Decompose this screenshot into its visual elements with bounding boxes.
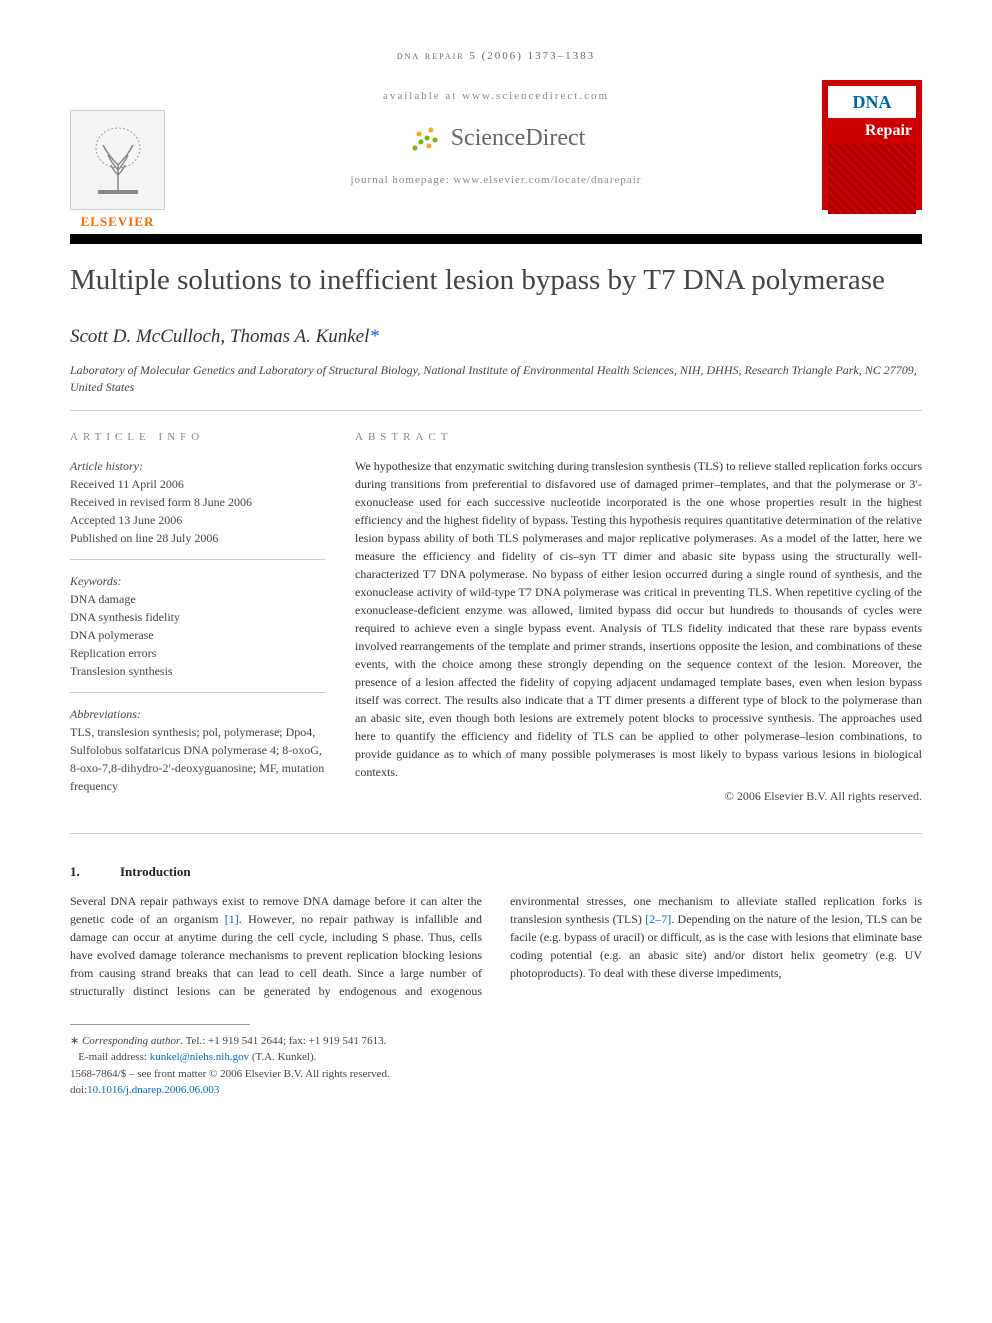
article-info-heading: article info xyxy=(70,431,325,443)
history-item: Received in revised form 8 June 2006 xyxy=(70,493,325,511)
keyword: Translesion synthesis xyxy=(70,662,325,680)
section-number: 1. xyxy=(70,864,120,880)
body-text: Several DNA repair pathways exist to rem… xyxy=(70,892,922,1000)
email-label: E-mail address: xyxy=(78,1051,149,1063)
abstract-column: abstract We hypothesize that enzymatic s… xyxy=(355,431,922,819)
authors-names: Scott D. McCulloch, Thomas A. Kunkel xyxy=(70,326,369,347)
introduction-section: 1.Introduction Several DNA repair pathwa… xyxy=(70,864,922,1000)
corr-author-contact: . Tel.: +1 919 541 2644; fax: +1 919 541… xyxy=(180,1035,386,1047)
cover-title: DNA xyxy=(828,86,916,118)
authors: Scott D. McCulloch, Thomas A. Kunkel* xyxy=(70,326,922,348)
sciencedirect-text: ScienceDirect xyxy=(451,125,586,152)
keyword: DNA polymerase xyxy=(70,626,325,644)
affiliation: Laboratory of Molecular Genetics and Lab… xyxy=(70,362,922,396)
doi-link[interactable]: 10.1016/j.dnarep.2006.06.003 xyxy=(87,1084,219,1096)
keyword: Replication errors xyxy=(70,644,325,662)
doi-line: doi:10.1016/j.dnarep.2006.06.003 xyxy=(70,1082,922,1099)
citation-link[interactable]: [1] xyxy=(225,912,239,926)
section-title: Introduction xyxy=(120,864,191,879)
title-divider xyxy=(70,234,922,244)
history-item: Accepted 13 June 2006 xyxy=(70,511,325,529)
citation-link[interactable]: [2–7] xyxy=(645,912,671,926)
history-label: Article history: xyxy=(70,457,325,475)
footnotes: ∗ Corresponding author. Tel.: +1 919 541… xyxy=(70,1033,922,1099)
abbreviations-label: Abbreviations: xyxy=(70,705,325,723)
history-item: Received 11 April 2006 xyxy=(70,475,325,493)
cover-subtitle: Repair xyxy=(828,122,916,140)
journal-homepage-text: journal homepage: www.elsevier.com/locat… xyxy=(266,174,726,186)
article-history-block: Article history: Received 11 April 2006 … xyxy=(70,457,325,560)
keyword: DNA synthesis fidelity xyxy=(70,608,325,626)
journal-cover: DNA Repair xyxy=(822,80,922,210)
divider xyxy=(70,410,922,411)
keywords-block: Keywords: DNA damage DNA synthesis fidel… xyxy=(70,572,325,693)
keyword: DNA damage xyxy=(70,590,325,608)
history-item: Published on line 28 July 2006 xyxy=(70,529,325,547)
elsevier-tree-icon xyxy=(70,110,165,210)
available-at-text: available at www.sciencedirect.com xyxy=(266,90,726,102)
abstract-copyright: © 2006 Elsevier B.V. All rights reserved… xyxy=(355,789,922,804)
doi-label: doi: xyxy=(70,1084,87,1096)
abstract-heading: abstract xyxy=(355,431,922,443)
corresponding-marker: * xyxy=(369,326,379,347)
publisher-header: ELSEVIER available at www.sciencedirect.… xyxy=(70,80,922,230)
sciencedirect-icon xyxy=(407,120,443,156)
article-title: Multiple solutions to inefficient lesion… xyxy=(70,262,922,298)
abbreviations-block: Abbreviations: TLS, translesion synthesi… xyxy=(70,705,325,807)
corr-marker: ∗ xyxy=(70,1035,82,1047)
cover-pattern xyxy=(828,144,916,214)
intro-paragraph-1-post: . However, no repair pathway is infallib… xyxy=(70,894,922,998)
email-footnote: E-mail address: kunkel@niehs.nih.gov (T.… xyxy=(70,1049,922,1066)
issn-line: 1568-7864/$ – see front matter © 2006 El… xyxy=(70,1066,922,1083)
email-suffix: (T.A. Kunkel). xyxy=(249,1051,316,1063)
article-info-column: article info Article history: Received 1… xyxy=(70,431,325,819)
divider xyxy=(70,833,922,834)
elsevier-text: ELSEVIER xyxy=(70,214,165,230)
journal-reference: dna repair 5 (2006) 1373–1383 xyxy=(70,50,922,62)
footnote-divider xyxy=(70,1024,250,1025)
abbreviations-text: TLS, translesion synthesis; pol, polymer… xyxy=(70,723,325,795)
corresponding-author-footnote: ∗ Corresponding author. Tel.: +1 919 541… xyxy=(70,1033,922,1050)
email-link[interactable]: kunkel@niehs.nih.gov xyxy=(150,1051,249,1063)
section-heading: 1.Introduction xyxy=(70,864,922,880)
abstract-text: We hypothesize that enzymatic switching … xyxy=(355,457,922,781)
keywords-label: Keywords: xyxy=(70,572,325,590)
sciencedirect-logo: ScienceDirect xyxy=(407,120,586,156)
sciencedirect-block: available at www.sciencedirect.com Scien… xyxy=(266,90,726,186)
corr-author-label: Corresponding author xyxy=(82,1035,180,1047)
elsevier-logo: ELSEVIER xyxy=(70,110,165,230)
